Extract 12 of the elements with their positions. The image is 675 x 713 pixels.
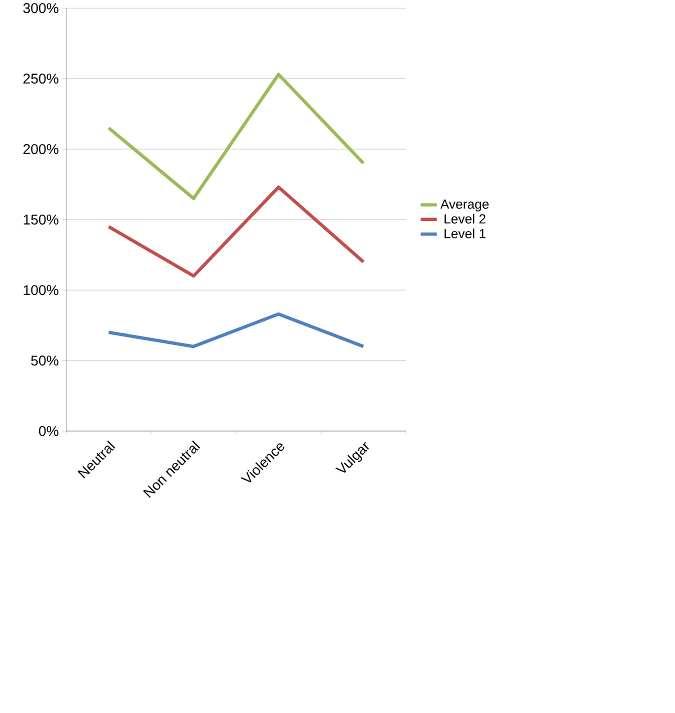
legend-label: Level 2 (444, 214, 486, 224)
legend-label: Level 1 (444, 228, 486, 238)
y-tick-label: 50% (31, 356, 59, 366)
y-tick-label: 150% (24, 214, 59, 225)
line-series (107, 72, 366, 200)
y-tick-label: 300% (23, 3, 59, 14)
y-tick-label: 100% (24, 285, 59, 296)
legend-label: Average (440, 200, 489, 212)
line-series (107, 186, 366, 278)
y-tick-label: 250% (24, 74, 59, 84)
y-tick-label: 200% (24, 144, 59, 154)
y-tick-label: 0% (39, 426, 59, 436)
